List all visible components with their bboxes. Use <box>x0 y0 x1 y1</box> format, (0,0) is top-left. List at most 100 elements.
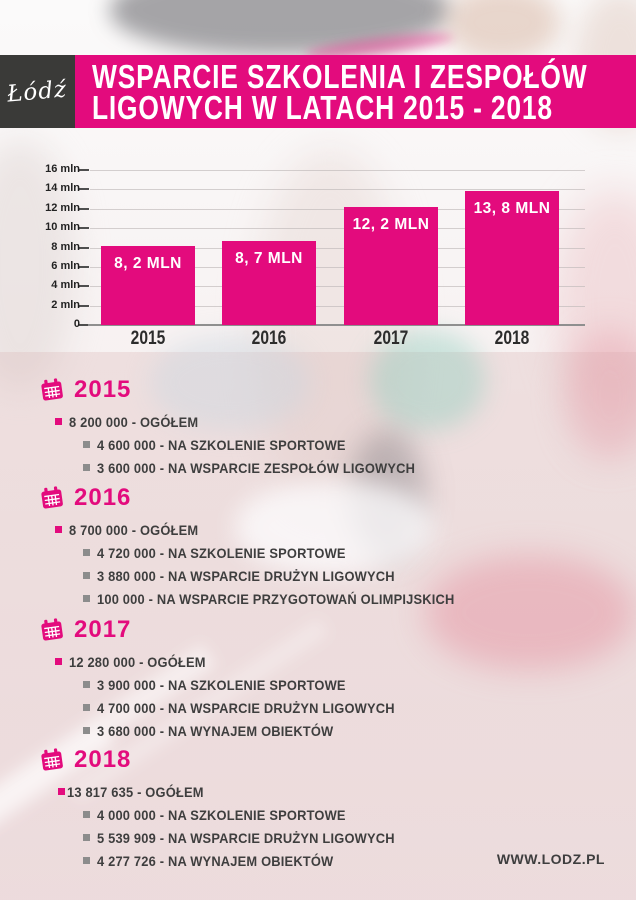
gridline <box>90 170 585 171</box>
page-title-line-1: WSPARCIE SZKOLENIA I ZESPOŁÓW <box>92 57 588 95</box>
square-bullet-icon <box>55 526 62 533</box>
header-banner: WSPARCIE SZKOLENIA I ZESPOŁÓW LIGOWYCH W… <box>75 55 636 128</box>
budget-row: 4 600 000 - NA SZKOLENIE SPORTOWE <box>0 433 636 456</box>
gridline <box>90 208 585 210</box>
lodz-logo-text: Łódź <box>6 75 69 108</box>
square-bullet-icon <box>58 788 65 795</box>
photo-track-surface <box>0 352 636 900</box>
square-bullet-icon <box>83 464 90 471</box>
budget-row: 4 720 000 - NA SZKOLENIE SPORTOWE <box>0 541 636 564</box>
square-bullet-icon <box>83 681 90 688</box>
square-bullet-icon <box>55 418 62 425</box>
budget-row: 3 880 000 - NA WSPARCIE DRUŻYN LIGOWYCH <box>0 564 636 587</box>
square-bullet-icon <box>83 441 90 448</box>
square-bullet-icon <box>83 549 90 556</box>
square-bullet-icon <box>83 595 90 602</box>
y-axis-label: 14 mln <box>45 182 80 195</box>
y-axis-label: 16 mln <box>45 163 80 175</box>
axis-tick <box>79 188 89 191</box>
axis-tick <box>79 227 89 230</box>
photo-blob-white-shoe <box>235 480 435 575</box>
x-axis-label: 2017 <box>373 328 409 349</box>
budget-row: 3 900 000 - NA SZKOLENIE SPORTOWE <box>0 673 636 696</box>
x-axis-labels: 2015 2016 2017 2018 <box>88 328 585 350</box>
y-axis-label: 2 mln <box>51 298 80 311</box>
gridline <box>90 189 585 191</box>
bar-value-label: 8, 7 MLN <box>235 249 303 267</box>
year-label: 2015 <box>74 376 132 403</box>
calendar-icon <box>38 376 65 403</box>
budget-row-total: 8 200 000 - OGÓŁEM <box>0 410 636 433</box>
year-heading: 2016 <box>0 484 636 512</box>
axis-tick <box>79 265 89 268</box>
square-bullet-icon <box>83 727 90 734</box>
axis-tick <box>79 207 89 210</box>
calendar-icon <box>38 746 65 773</box>
year-heading: 2017 <box>0 616 636 644</box>
budget-row: 4 700 000 - NA WSPARCIE DRUŻYN LIGOWYCH <box>0 696 636 719</box>
year-heading: 2015 <box>0 376 636 404</box>
axis-tick <box>79 304 89 307</box>
y-axis-label: 4 mln <box>51 279 80 292</box>
axis-tick <box>79 169 89 171</box>
gridline <box>90 228 585 230</box>
axis-tick <box>79 324 89 326</box>
bar-value-label: 8, 2 MLN <box>114 254 182 272</box>
y-axis-label: 0 <box>73 318 80 330</box>
budget-row: 3 680 000 - NA WYNAJEM OBIEKTÓW <box>0 719 636 742</box>
chart-bars: 8, 2 MLN 8, 7 MLN 12, 2 MLN 13, 8 MLN <box>88 170 585 325</box>
y-axis-label: 8 mln <box>51 240 80 253</box>
y-axis-label: 10 mln <box>45 221 80 234</box>
bar-value-label: 13, 8 MLN <box>473 200 551 218</box>
gridline <box>90 247 585 249</box>
budget-row: 3 600 000 - NA WSPARCIE ZESPOŁÓW LIGOWYC… <box>0 456 636 479</box>
square-bullet-icon <box>83 572 90 579</box>
square-bullet-icon <box>55 658 62 665</box>
website-url: WWW.LODZ.PL <box>496 851 605 867</box>
bar-value-label: 12, 2 MLN <box>352 215 430 233</box>
budget-row-total: 13 817 635 - OGÓŁEM <box>0 780 636 803</box>
x-axis-label: 2018 <box>494 328 530 349</box>
page-title-line-2: LIGOWYCH W LATACH 2015 - 2018 <box>92 88 553 126</box>
year-label: 2017 <box>74 616 132 643</box>
year-label: 2018 <box>74 746 132 773</box>
budget-row: 4 277 726 - NA WYNAJEM OBIEKTÓW <box>0 849 636 872</box>
gridline <box>90 305 585 307</box>
lodz-logo: Łódź <box>0 55 75 128</box>
photo-blob-right-edge-pink <box>565 330 636 460</box>
square-bullet-icon <box>83 857 90 864</box>
y-axis-label: 12 mln <box>45 201 80 214</box>
section-2018: 2018 13 817 635 - OGÓŁEM 4 000 000 - NA … <box>0 746 636 872</box>
budget-row: 4 000 000 - NA SZKOLENIE SPORTOWE <box>0 803 636 826</box>
photo-blob-skin <box>445 0 560 60</box>
section-2017: 2017 12 280 000 - OGÓŁEM 3 900 000 - NA … <box>0 616 636 742</box>
axis-tick <box>79 246 89 249</box>
axis-tick <box>79 285 89 288</box>
photo-blob-teal-shoe <box>370 330 485 430</box>
year-heading: 2018 <box>0 746 636 774</box>
calendar-icon <box>38 484 65 511</box>
budget-row: 5 539 909 - NA WSPARCIE DRUŻYN LIGOWYCH <box>0 826 636 849</box>
section-2015: 2015 8 200 000 - OGÓŁEM 4 600 000 - NA S… <box>0 376 636 479</box>
bar-2016: 8, 7 MLN <box>222 240 316 325</box>
bar-2015: 8, 2 MLN <box>101 245 195 325</box>
photo-blob-white-blue-shoe <box>150 335 310 430</box>
x-axis-label: 2015 <box>130 328 166 349</box>
square-bullet-icon <box>83 811 90 818</box>
gridline <box>90 266 585 268</box>
photo-blob-pink-shoe <box>425 555 635 670</box>
square-bullet-icon <box>83 834 90 841</box>
square-bullet-icon <box>83 704 90 711</box>
y-axis-label: 6 mln <box>51 259 80 272</box>
x-axis-line <box>88 324 585 326</box>
bar-chart: 16 mln 14 mln 12 mln 10 mln 8 mln 6 mln 4 mln 2… <box>45 163 585 349</box>
year-label: 2016 <box>74 484 132 511</box>
budget-row-total: 12 280 000 - OGÓŁEM <box>0 650 636 673</box>
budget-row: 100 000 - NA WSPARCIE PRZYGOTOWAŃ OLIMPI… <box>0 587 636 610</box>
gridline <box>90 286 585 288</box>
calendar-icon <box>38 616 65 643</box>
bar-2017: 12, 2 MLN <box>344 206 438 325</box>
section-2016: 2016 8 700 000 - OGÓŁEM 4 720 000 - NA S… <box>0 484 636 610</box>
